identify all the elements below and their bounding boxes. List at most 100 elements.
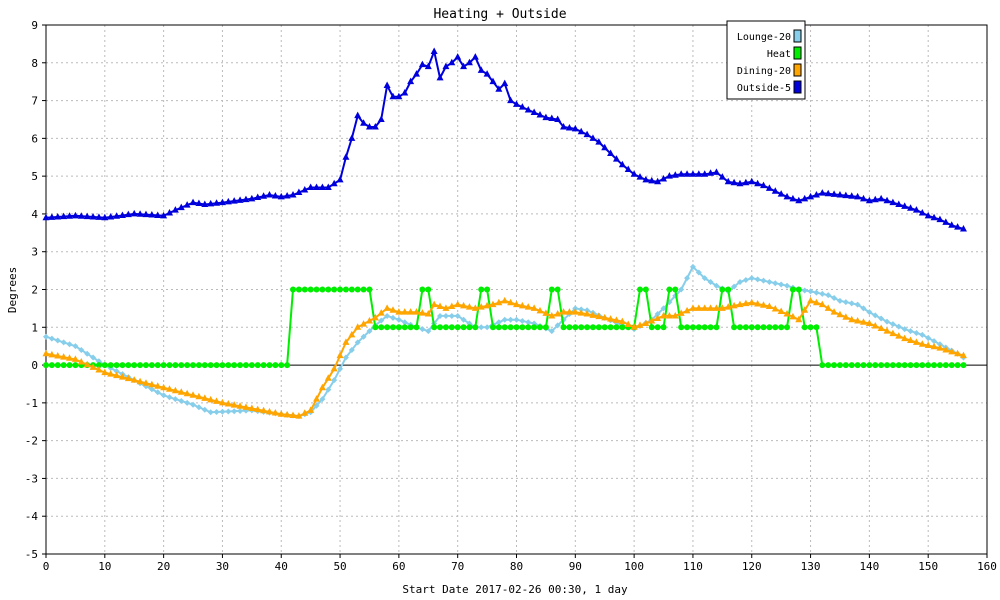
lounge-20-point <box>342 354 349 361</box>
heat-point <box>431 324 438 331</box>
outside-5-point <box>901 202 909 209</box>
y-tick-label: -3 <box>25 472 38 485</box>
heat-point <box>237 362 244 369</box>
dining-20-point <box>483 301 491 309</box>
lounge-20-point <box>354 339 361 346</box>
dining-20-point <box>66 354 74 361</box>
dining-20-point <box>901 334 909 342</box>
lounge-20-point <box>448 312 455 319</box>
lounge-20-point <box>525 319 532 326</box>
heat-point <box>795 286 802 293</box>
dining-20-point <box>912 338 920 345</box>
outside-5-point <box>454 53 462 60</box>
lounge-20-point <box>337 365 344 372</box>
lounge-20-point <box>237 407 244 414</box>
outside-5-point <box>189 198 197 206</box>
dining-20-point <box>495 298 503 306</box>
heat-point <box>725 286 732 293</box>
dining-20-point <box>336 351 344 359</box>
heat-point <box>907 362 914 369</box>
outside-5-point <box>924 211 932 219</box>
outside-5-point <box>71 211 79 219</box>
dining-20-point <box>501 296 509 304</box>
lounge-20-point <box>419 326 426 333</box>
heat-point <box>766 324 773 331</box>
outside-5-point <box>836 191 844 198</box>
dining-20-point <box>383 304 391 311</box>
dining-20-point <box>324 374 332 381</box>
lounge-20-point <box>60 339 67 346</box>
heat-point <box>925 362 932 369</box>
dining-20-point <box>436 302 444 310</box>
y-tick-label: 6 <box>31 132 38 145</box>
series-line-heat <box>46 288 964 367</box>
dining-20-point <box>642 319 650 327</box>
outside-5-point <box>883 196 891 204</box>
lounge-20-point <box>854 301 861 308</box>
outside-5-point <box>107 212 115 220</box>
outside-5-point <box>530 108 538 116</box>
dining-20-point <box>789 312 797 320</box>
dining-20-point <box>636 321 644 328</box>
dining-20-point <box>871 322 879 329</box>
x-tick-label: 70 <box>451 560 464 573</box>
heat-point <box>854 362 861 369</box>
x-tick-label: 120 <box>742 560 762 573</box>
outside-5-point <box>895 200 903 207</box>
dining-20-point <box>477 303 485 310</box>
outside-5-point <box>589 134 597 141</box>
heat-point <box>460 324 467 331</box>
dining-20-point <box>836 310 844 318</box>
dining-20-point <box>536 306 544 314</box>
dining-20-point <box>230 401 238 408</box>
dining-20-point <box>748 298 756 306</box>
lounge-20-point <box>172 396 179 403</box>
heat-point <box>836 362 843 369</box>
lounge-20-point <box>895 323 902 330</box>
lounge-20-point <box>548 328 555 335</box>
dining-20-point <box>918 340 926 347</box>
outside-5-point <box>518 103 526 110</box>
lounge-20-point <box>348 346 355 353</box>
lounge-20-point <box>513 316 520 323</box>
lounge-20-point <box>872 312 879 319</box>
outside-5-point <box>654 177 662 185</box>
outside-5-point <box>160 211 168 219</box>
dining-20-point <box>936 344 944 351</box>
lounge-20-point <box>442 312 449 319</box>
dining-20-point <box>136 377 144 385</box>
lounge-20-point <box>325 386 332 393</box>
outside-5-point <box>513 100 520 107</box>
dining-20-point <box>360 320 368 327</box>
outside-5-point <box>113 212 121 219</box>
heat-point <box>742 324 749 331</box>
heat-point <box>378 324 385 331</box>
outside-5-point <box>448 58 456 66</box>
y-tick-label: -5 <box>25 548 38 561</box>
heat-point <box>642 286 649 293</box>
heat-point <box>60 362 67 369</box>
outside-5-point <box>224 197 232 205</box>
lounge-20-point <box>401 319 408 326</box>
outside-5-point <box>742 178 750 186</box>
y-tick-label: 8 <box>31 57 38 70</box>
dining-20-point <box>795 315 803 323</box>
dining-20-point <box>395 308 403 315</box>
lounge-20-point <box>660 305 667 312</box>
heat-point <box>54 362 61 369</box>
heat-point <box>448 324 455 331</box>
outside-5-point <box>536 111 544 118</box>
dining-20-point <box>618 317 626 325</box>
lounge-20-point <box>319 396 326 403</box>
heat-point <box>842 362 849 369</box>
heat-point <box>337 286 344 293</box>
outside-5-point <box>918 208 926 216</box>
lounge-20-point <box>736 278 743 285</box>
dining-20-point <box>513 300 520 308</box>
dining-20-point <box>589 311 597 318</box>
dining-20-point <box>248 404 256 412</box>
outside-5-point <box>859 194 867 202</box>
heat-point <box>272 362 279 369</box>
lounge-20-point <box>784 282 791 289</box>
outside-5-point <box>712 168 720 175</box>
